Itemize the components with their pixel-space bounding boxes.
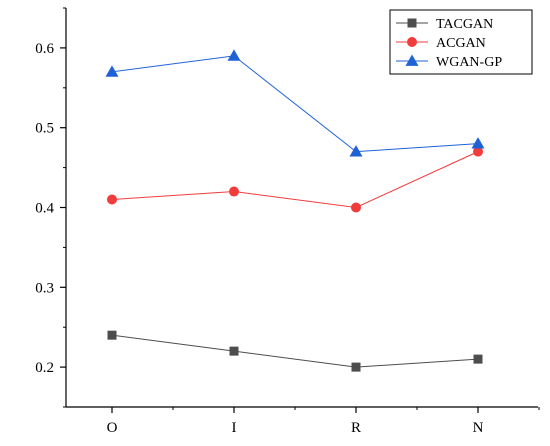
data-point-acgan	[107, 194, 117, 205]
data-point-acgan	[229, 186, 239, 197]
legend-marker	[405, 54, 419, 66]
x-tick-label: O	[107, 420, 118, 436]
axes: 0.2 0.3 0.4 0.5 0.6 O I R N	[35, 7, 540, 436]
series-tacgan	[107, 330, 483, 372]
y-tick-label: 0.5	[35, 121, 54, 137]
series-line-wgan-gp	[111, 55, 479, 153]
legend-label: WGAN-GP	[436, 55, 502, 70]
legend-marker	[407, 37, 417, 47]
legend-item-wgan-gp: WGAN-GP	[396, 54, 502, 70]
data-point-wgan-gp	[227, 49, 241, 61]
data-point-wgan-gp	[349, 145, 363, 157]
data-point-tacgan	[473, 354, 483, 364]
series-wgan-gp	[105, 49, 485, 157]
data-point-wgan-gp	[471, 137, 485, 149]
data-point-wgan-gp	[105, 65, 119, 77]
legend-item-acgan: ACGAN	[396, 36, 486, 51]
x-tick-label: I	[232, 420, 237, 436]
series-line-acgan	[111, 151, 479, 209]
data-point-acgan	[351, 202, 361, 213]
legend-marker	[407, 18, 417, 28]
legend-item-tacgan: TACGAN	[396, 17, 493, 32]
data-point-tacgan	[229, 346, 239, 356]
series-line-tacgan	[111, 334, 479, 368]
y-tick-label: 0.4	[35, 201, 54, 217]
x-tick-label: R	[351, 420, 361, 436]
data-point-tacgan	[107, 330, 117, 340]
series-acgan	[107, 146, 483, 213]
legend-label: TACGAN	[436, 17, 493, 32]
y-tick-label: 0.6	[35, 41, 54, 57]
legend-label: ACGAN	[436, 36, 486, 51]
data-point-acgan	[473, 146, 483, 157]
legend: TACGAN ACGAN WGAN-GP	[389, 9, 533, 75]
y-tick-label: 0.3	[35, 280, 54, 296]
x-tick-label: N	[473, 420, 484, 436]
data-point-tacgan	[351, 362, 361, 372]
series-layer	[105, 49, 485, 372]
y-tick-label: 0.2	[35, 360, 54, 376]
